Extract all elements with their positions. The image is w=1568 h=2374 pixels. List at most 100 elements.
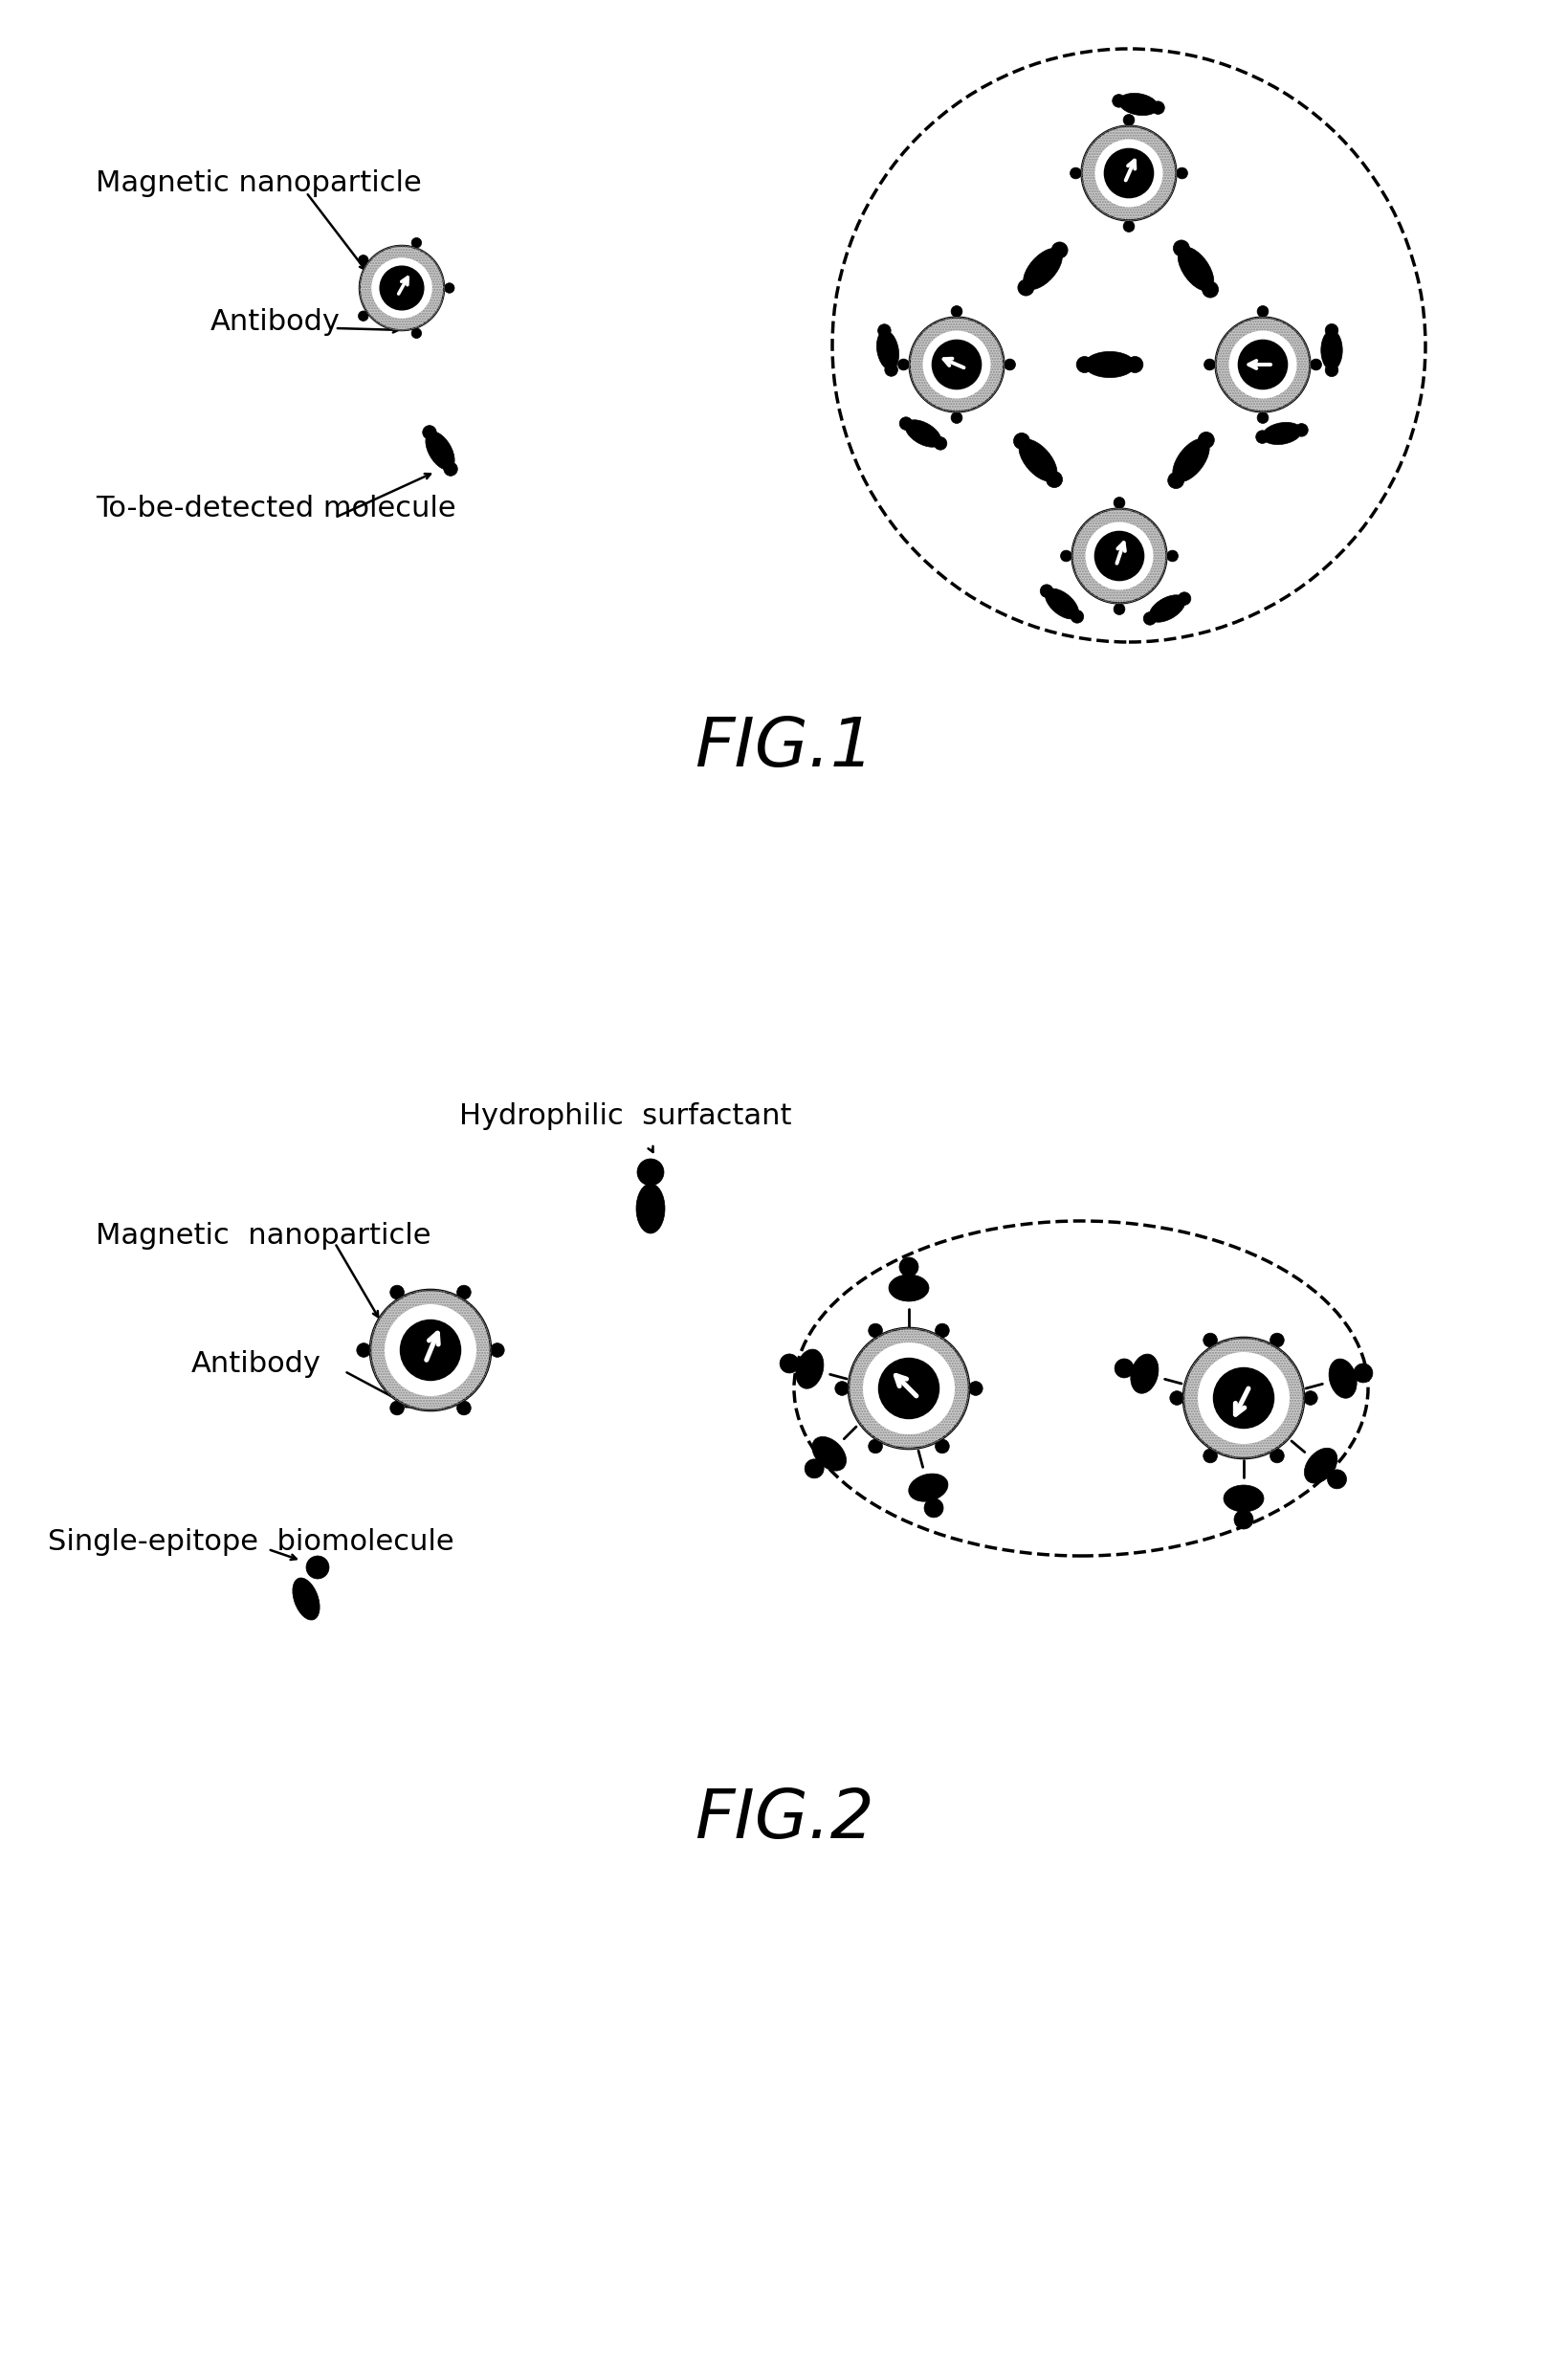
Circle shape <box>422 425 436 439</box>
Circle shape <box>1203 1448 1217 1462</box>
Circle shape <box>400 1320 461 1379</box>
Circle shape <box>950 306 961 318</box>
Ellipse shape <box>1223 1486 1262 1512</box>
Circle shape <box>1080 126 1176 221</box>
Circle shape <box>1046 472 1062 487</box>
Circle shape <box>1256 306 1267 318</box>
Ellipse shape <box>425 432 455 470</box>
Circle shape <box>1113 603 1124 615</box>
Circle shape <box>1123 114 1134 126</box>
Circle shape <box>1069 610 1083 622</box>
Circle shape <box>456 1401 470 1415</box>
Ellipse shape <box>887 1275 928 1301</box>
Circle shape <box>884 363 897 377</box>
Circle shape <box>1071 508 1167 603</box>
Circle shape <box>897 358 908 370</box>
Circle shape <box>1173 240 1189 256</box>
Ellipse shape <box>1328 1358 1356 1398</box>
Text: Antibody: Antibody <box>191 1351 321 1379</box>
Ellipse shape <box>1131 1353 1157 1394</box>
Circle shape <box>1203 1334 1217 1346</box>
Circle shape <box>1325 363 1338 377</box>
Circle shape <box>1167 551 1178 563</box>
Ellipse shape <box>795 1348 823 1389</box>
Circle shape <box>950 413 961 423</box>
Circle shape <box>1123 221 1134 233</box>
Ellipse shape <box>293 1579 320 1619</box>
Circle shape <box>1060 551 1071 563</box>
Circle shape <box>1151 102 1163 114</box>
Circle shape <box>1113 1358 1134 1377</box>
Circle shape <box>1325 323 1338 337</box>
Circle shape <box>1309 358 1320 370</box>
Circle shape <box>1212 1367 1273 1429</box>
Circle shape <box>1126 356 1143 373</box>
Circle shape <box>1069 169 1080 178</box>
Ellipse shape <box>1262 423 1301 444</box>
Circle shape <box>444 463 458 475</box>
Circle shape <box>1051 242 1068 259</box>
Circle shape <box>935 1325 949 1337</box>
Circle shape <box>1327 1470 1345 1488</box>
Circle shape <box>1294 423 1308 437</box>
Ellipse shape <box>1022 249 1062 290</box>
Circle shape <box>898 418 913 430</box>
Ellipse shape <box>877 330 898 370</box>
Ellipse shape <box>1148 596 1184 622</box>
Circle shape <box>1269 1334 1283 1346</box>
Circle shape <box>390 1401 405 1415</box>
Ellipse shape <box>812 1436 845 1472</box>
Circle shape <box>411 328 422 339</box>
Circle shape <box>306 1555 329 1579</box>
Circle shape <box>1176 169 1187 178</box>
Circle shape <box>931 339 980 389</box>
Text: Single-epitope  biomolecule: Single-epitope biomolecule <box>47 1526 453 1555</box>
Circle shape <box>358 254 368 266</box>
Circle shape <box>1201 283 1218 297</box>
Circle shape <box>370 1289 491 1410</box>
Circle shape <box>1104 150 1152 197</box>
Circle shape <box>1254 430 1269 444</box>
Text: FIG.1: FIG.1 <box>695 715 873 781</box>
Circle shape <box>1198 432 1214 449</box>
Ellipse shape <box>1083 351 1134 377</box>
Circle shape <box>456 1284 470 1299</box>
Circle shape <box>1237 339 1287 389</box>
Circle shape <box>1018 280 1033 297</box>
Circle shape <box>1040 584 1052 598</box>
Circle shape <box>1200 1353 1287 1441</box>
Circle shape <box>359 247 444 330</box>
Circle shape <box>1178 591 1190 605</box>
Circle shape <box>779 1353 798 1372</box>
Text: Magnetic  nanoparticle: Magnetic nanoparticle <box>96 1223 431 1249</box>
Circle shape <box>1269 1448 1283 1462</box>
Text: Hydrophilic  surfactant: Hydrophilic surfactant <box>459 1102 792 1130</box>
Circle shape <box>356 1344 370 1358</box>
Circle shape <box>1096 140 1160 207</box>
Circle shape <box>1203 358 1215 370</box>
Circle shape <box>637 1159 663 1185</box>
Ellipse shape <box>1178 247 1214 292</box>
Circle shape <box>924 332 989 396</box>
Circle shape <box>1170 1391 1184 1405</box>
Circle shape <box>1076 356 1091 373</box>
Circle shape <box>834 1382 848 1396</box>
Circle shape <box>1234 1510 1253 1529</box>
Circle shape <box>1004 358 1014 370</box>
Ellipse shape <box>905 420 941 446</box>
Circle shape <box>379 266 423 311</box>
Circle shape <box>411 237 422 247</box>
Text: To-be-detected molecule: To-be-detected molecule <box>96 494 456 522</box>
Circle shape <box>878 325 891 337</box>
Circle shape <box>878 1358 938 1420</box>
Circle shape <box>1353 1363 1372 1382</box>
Text: Magnetic nanoparticle: Magnetic nanoparticle <box>96 169 422 197</box>
Circle shape <box>909 318 1004 411</box>
Text: Antibody: Antibody <box>210 309 340 335</box>
Ellipse shape <box>1018 439 1057 482</box>
Circle shape <box>1013 432 1029 449</box>
Circle shape <box>867 1325 881 1337</box>
Circle shape <box>1087 522 1151 589</box>
Circle shape <box>1303 1391 1317 1405</box>
Circle shape <box>1113 496 1124 508</box>
